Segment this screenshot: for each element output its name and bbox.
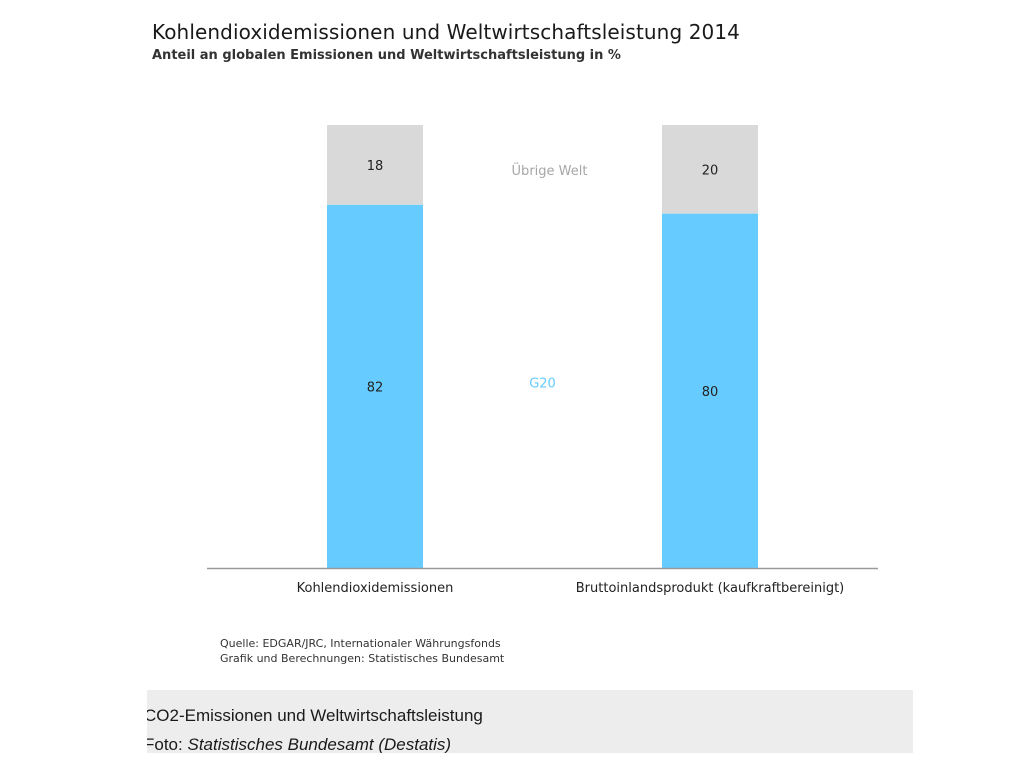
image-caption: CO2-Emissionen und Weltwirtschaftsleistu… [147,690,913,753]
data-label-g20: 80 [702,385,719,400]
chart-subtitle: Anteil an globalen Emissionen und Weltwi… [152,48,621,63]
source-note: Quelle: EDGAR/JRC, Internationaler Währu… [220,636,504,666]
bar-segment-rest [327,125,423,205]
caption-credit: Foto: Statistisches Bundesamt (Destatis) [147,735,451,753]
caption-foto-credit: Statistisches Bundesamt (Destatis) [187,735,452,753]
chart-title: Kohlendioxidemissionen und Weltwirtschaf… [152,20,740,44]
caption-title: CO2-Emissionen und Weltwirtschaftsleistu… [147,706,483,725]
bar-segment-g20 [662,213,758,568]
x-tick-label: Bruttoinlandsprodukt (kaufkraftbereinigt… [576,581,845,596]
legend-label-g20: G20 [529,376,556,391]
bar-segment-rest [662,125,758,214]
stacked-bar-chart: 82 18 Kohlendioxidemissionen 80 20 Bruttoinla… [207,125,878,596]
legend-label-rest: Übrige Welt [512,162,588,179]
bar-segment-g20 [327,204,423,569]
data-label-rest: 18 [367,159,384,174]
source-line: Quelle: EDGAR/JRC, Internationaler Währu… [220,637,501,650]
data-label-rest: 20 [702,163,719,178]
credits-line: Grafik und Berechnungen: Statistisches B… [220,652,505,665]
x-tick-label: Kohlendioxidemissionen [297,581,454,596]
data-label-g20: 82 [367,380,384,395]
caption-foto-label: Foto: [147,735,183,753]
